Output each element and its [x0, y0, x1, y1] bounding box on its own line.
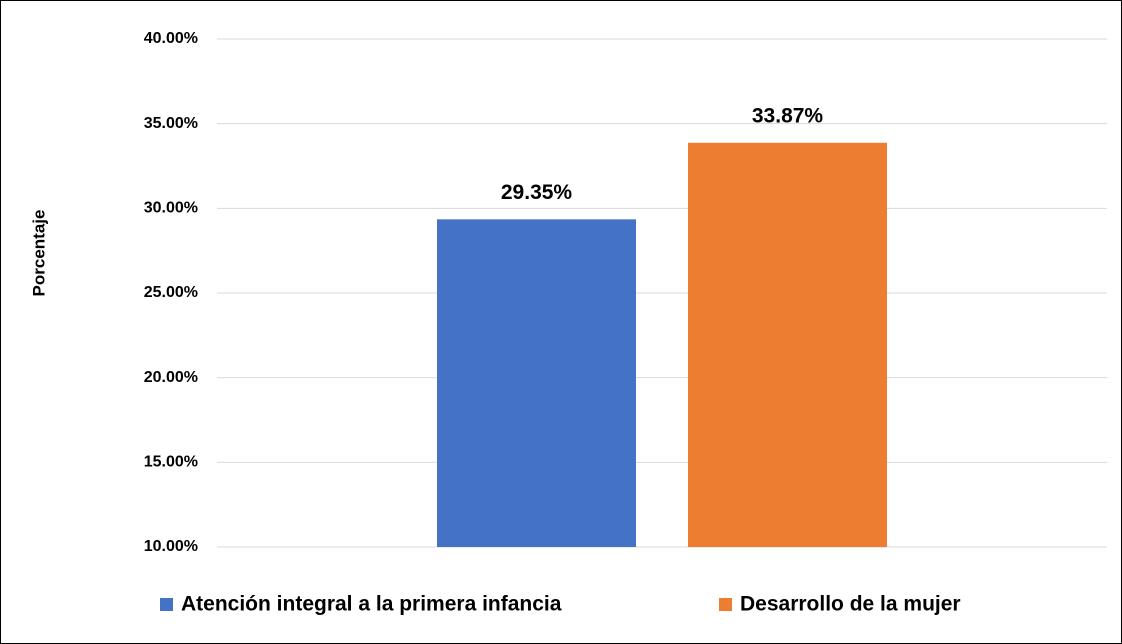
bar [437, 219, 636, 547]
value-label: 33.87% [752, 104, 824, 127]
value-label: 29.35% [501, 181, 573, 204]
legend-swatch [160, 598, 173, 611]
bar [688, 142, 887, 547]
y-tick-label: 30.00% [144, 200, 198, 217]
legend-label: Atención integral a la primera infancia [181, 593, 562, 616]
y-tick-label: 10.00% [144, 538, 198, 555]
y-axis-title: Porcentaje [29, 210, 48, 297]
y-tick-label: 20.00% [144, 369, 198, 386]
y-tick-label: 25.00% [144, 284, 198, 301]
legend-swatch [719, 598, 732, 611]
legend-label: Desarrollo de la mujer [740, 593, 961, 616]
y-tick-label: 35.00% [144, 115, 198, 132]
y-tick-label: 40.00% [144, 30, 198, 47]
y-tick-label: 15.00% [144, 454, 198, 471]
